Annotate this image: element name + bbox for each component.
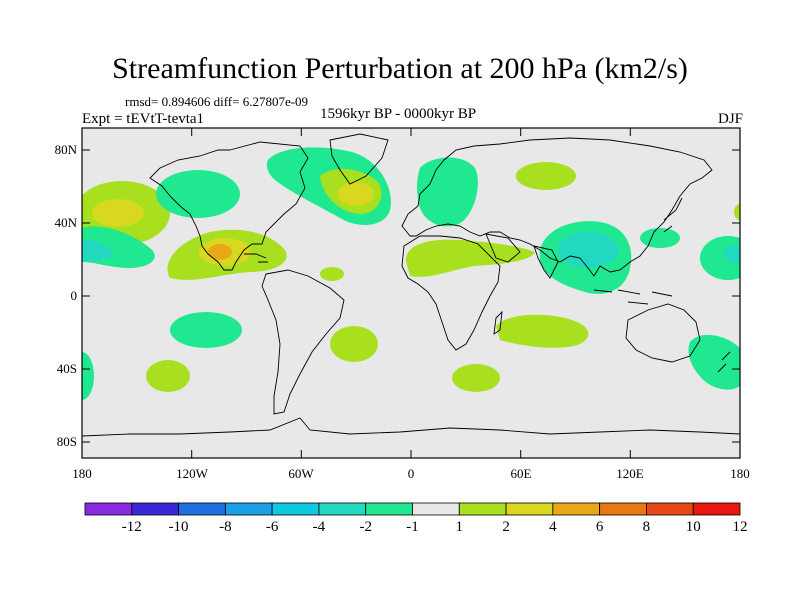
season-label: DJF — [717, 111, 743, 127]
lat-label-0: 0 — [70, 288, 78, 303]
colorbar-swatch-5 — [318, 502, 367, 516]
colorbar-swatch-0 — [84, 502, 133, 516]
stats-text: rmsd= 0.894606 diff= 6.27807e-09 — [125, 94, 309, 109]
field-neg-wpac — [640, 228, 680, 248]
colorbar-swatch-12 — [646, 502, 694, 516]
field-neg-sw-edge — [82, 352, 94, 400]
coast-south-america — [261, 269, 345, 415]
field-pos-caribbean-core — [208, 244, 232, 260]
period-text: 1596kyr BP - 0000kyr BP — [320, 106, 477, 122]
field-pos-southern-ocean — [452, 364, 500, 392]
plot-title: Streamfunction Perturbation at 200 hPa (… — [112, 52, 688, 85]
colorbar-label: 6 — [595, 519, 604, 535]
coast-japan — [663, 197, 683, 233]
axis-ticks — [81, 128, 741, 458]
coast-eurasia — [401, 137, 713, 277]
field-neg-europe — [417, 157, 478, 227]
colorbar-label: -12 — [121, 519, 142, 535]
colorbar-label: -10 — [168, 519, 189, 535]
coast-indonesia — [593, 289, 673, 305]
colorbar-label: -4 — [312, 519, 326, 535]
lon-label-60e: 60E — [510, 466, 532, 481]
colorbar-swatch-2 — [178, 502, 226, 516]
coast-madagascar — [493, 310, 503, 335]
colorbar-label: -2 — [359, 519, 372, 535]
coastlines — [82, 133, 740, 437]
lon-label-180e: 180 — [730, 466, 750, 481]
colorbar-swatch-13 — [692, 502, 741, 516]
coast-africa — [401, 235, 501, 351]
lon-label-0: 0 — [407, 466, 415, 481]
colorbar-swatch-9 — [505, 502, 554, 516]
colorbar-swatch-7 — [412, 502, 460, 516]
lat-label-80n: 80N — [54, 142, 77, 157]
field-neg-subtrop-pac-inner — [82, 239, 112, 261]
coast-arabia — [485, 233, 521, 263]
field-pos-atl-small — [320, 267, 344, 281]
colorbar — [84, 502, 741, 516]
experiment-label: Expt = tEVtT-tevta1 — [82, 111, 205, 127]
field-neg-npac-east-inner — [724, 244, 740, 264]
colorbar-label: 2 — [502, 519, 510, 535]
coast-new-zealand — [717, 351, 731, 373]
field-neg-npac — [156, 170, 240, 218]
colorbar-swatch-6 — [365, 502, 413, 516]
field-pos-siberia — [516, 162, 576, 190]
field-pos-indian — [496, 314, 589, 348]
colorbar-label: 4 — [549, 519, 557, 535]
coast-india — [533, 245, 559, 279]
coast-greenland — [329, 133, 389, 185]
lat-label-40n: 40N — [54, 215, 77, 230]
colorbar-swatch-8 — [458, 502, 507, 516]
colorbar-label: 1 — [455, 519, 464, 535]
coast-australia — [625, 303, 701, 363]
lon-label-180w: 180 — [72, 466, 92, 481]
field-neg-australia-se — [688, 334, 740, 390]
field-pos-spac-west — [146, 360, 190, 392]
lat-label-80s: 80S — [56, 434, 77, 449]
coast-antarctica — [82, 417, 740, 437]
colorbar-label: -1 — [406, 519, 419, 535]
lon-label-120e: 120E — [616, 466, 644, 481]
colorbar-label: -8 — [219, 519, 232, 535]
field-pos-nepac-inner — [92, 199, 144, 227]
colorbar-label: 8 — [642, 519, 651, 535]
field-neg-southasia-inner — [558, 232, 618, 268]
field-pos-nafrica — [405, 239, 535, 277]
lon-label-60w: 60W — [288, 466, 314, 481]
colorbar-label: 10 — [685, 519, 701, 535]
colorbar-swatch-11 — [599, 502, 647, 516]
field-pos-farwest — [734, 204, 740, 220]
lat-label-40s: 40S — [56, 361, 77, 376]
contour-fields — [82, 147, 740, 400]
field-neg-spac — [170, 312, 242, 348]
colorbar-label: -6 — [265, 519, 279, 535]
colorbar-swatch-10 — [552, 502, 601, 516]
colorbar-label: 12 — [732, 519, 748, 535]
colorbar-swatch-1 — [131, 502, 179, 516]
field-pos-natl-inner — [338, 182, 374, 206]
lon-label-120w: 120W — [176, 466, 208, 481]
field-pos-sam — [330, 326, 378, 362]
colorbar-swatch-3 — [224, 502, 273, 516]
coast-north-america — [149, 141, 309, 271]
colorbar-swatch-4 — [271, 502, 320, 516]
coast-caribbean — [244, 253, 268, 263]
